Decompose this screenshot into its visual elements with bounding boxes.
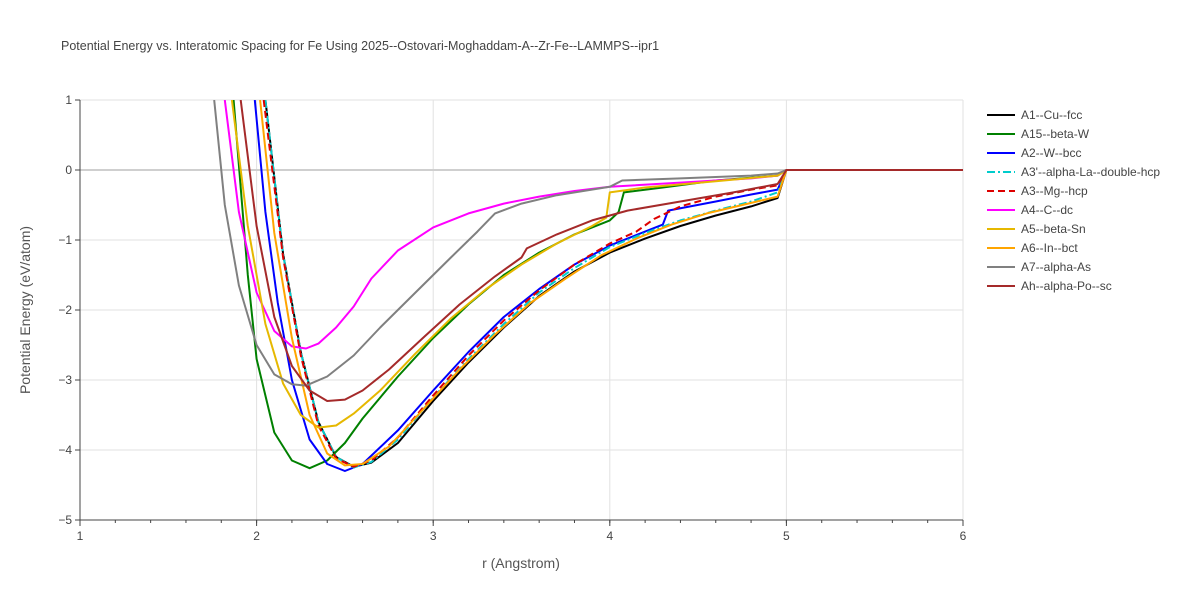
y-tick-label: −1 — [58, 233, 72, 247]
legend-item[interactable]: A4--C--dc — [987, 203, 1073, 217]
legend-item[interactable]: A3'--alpha-La--double-hcp — [987, 165, 1160, 179]
x-tick-label: 4 — [606, 529, 613, 543]
axes: 1 2 3 4 5 6 −5 −4 −3 −2 −1 0 1 — [58, 93, 966, 543]
legend[interactable]: A1--Cu--fcc A15--beta-W A2--W--bcc A3'--alp… — [987, 108, 1160, 293]
series-line — [232, 100, 963, 470]
legend-item[interactable]: Ah--alpha-Po--sc — [987, 279, 1112, 293]
legend-label: A1--Cu--fcc — [1021, 108, 1082, 122]
legend-item[interactable]: A7--alpha-As — [987, 260, 1091, 274]
legend-label: A3'--alpha-La--double-hcp — [1021, 165, 1160, 179]
series-line — [259, 100, 963, 467]
legend-item[interactable]: A5--beta-Sn — [987, 222, 1086, 236]
series-line — [230, 100, 963, 429]
legend-item[interactable]: A3--Mg--hcp — [987, 184, 1088, 198]
legend-label: A2--W--bcc — [1021, 146, 1081, 160]
y-tick-label: −3 — [58, 373, 72, 387]
series-line — [253, 100, 963, 472]
series-group — [213, 100, 963, 472]
x-tick-label: 3 — [430, 529, 437, 543]
series-line — [264, 100, 963, 468]
x-tick-label: 2 — [253, 529, 260, 543]
series-line — [239, 100, 963, 402]
legend-label: A6--In--bct — [1021, 241, 1078, 255]
legend-item[interactable]: A6--In--bct — [987, 241, 1078, 255]
legend-item[interactable]: A15--beta-W — [987, 127, 1090, 141]
legend-label: A4--C--dc — [1021, 203, 1073, 217]
x-tick-label: 5 — [783, 529, 790, 543]
series-line — [262, 100, 963, 468]
y-tick-label: 1 — [65, 93, 72, 107]
chart-title: Potential Energy vs. Interatomic Spacing… — [61, 39, 659, 53]
y-axis-title: Potential Energy (eV/atom) — [17, 226, 33, 394]
y-tick-label: 0 — [65, 163, 72, 177]
y-tick-label: −5 — [58, 513, 72, 527]
x-tick-label: 6 — [960, 529, 967, 543]
series-line — [264, 100, 963, 469]
legend-label: Ah--alpha-Po--sc — [1021, 279, 1112, 293]
x-tick-label: 1 — [77, 529, 84, 543]
legend-item[interactable]: A1--Cu--fcc — [987, 108, 1082, 122]
y-tick-label: −2 — [58, 303, 72, 317]
legend-item[interactable]: A2--W--bcc — [987, 146, 1081, 160]
series-line — [213, 100, 963, 387]
legend-label: A3--Mg--hcp — [1021, 184, 1088, 198]
legend-label: A15--beta-W — [1021, 127, 1090, 141]
x-axis-title: r (Angstrom) — [482, 555, 560, 571]
legend-label: A5--beta-Sn — [1021, 222, 1086, 236]
y-tick-label: −4 — [58, 443, 72, 457]
legend-label: A7--alpha-As — [1021, 260, 1091, 274]
